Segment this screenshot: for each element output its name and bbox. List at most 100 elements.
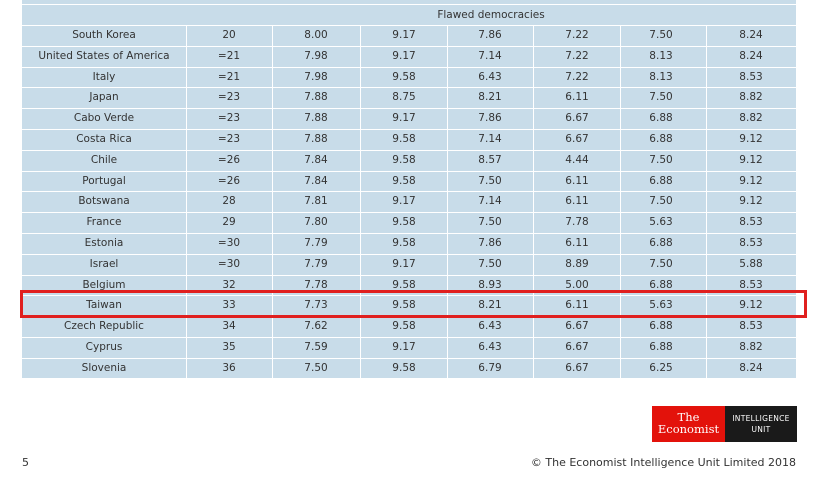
country-name: Belgium <box>82 278 126 291</box>
table-cell: 7.14 <box>478 195 502 208</box>
country-name: United States of America <box>38 49 170 62</box>
logo-eiu: INTELLIGENCE UNIT <box>725 406 797 442</box>
table-cell: 6.67 <box>565 341 589 353</box>
table-cell: 8.24 <box>739 29 763 41</box>
table-cell: 9.58 <box>392 237 416 249</box>
table-cell: 8.53 <box>739 278 763 291</box>
table-cell: 7.14 <box>478 49 502 62</box>
table-cell: 6.67 <box>565 320 589 333</box>
table-cell: 9.12 <box>739 133 763 145</box>
country-name: South Korea <box>72 29 136 41</box>
row-divider <box>22 253 796 255</box>
table-cell: 8.82 <box>739 341 763 353</box>
country-name: Slovenia <box>81 361 127 374</box>
table-cell: 9.12 <box>739 195 763 208</box>
table-cell: 6.67 <box>565 361 589 374</box>
table-cell: 7.22 <box>565 49 589 62</box>
table-cell: 7.50 <box>649 91 673 104</box>
table-cell: 7.86 <box>478 112 502 125</box>
table-cell: 36 <box>222 361 236 374</box>
table-cell: 7.84 <box>304 174 328 187</box>
table-cell: 8.53 <box>739 70 763 83</box>
table: Flawed democracies South Korea 20 8.00 9.17… <box>22 0 796 379</box>
table-cell: 6.67 <box>565 112 589 125</box>
country-name: France <box>86 216 122 229</box>
table-cell: 5.63 <box>649 299 673 312</box>
table-cell: 9.58 <box>392 216 416 229</box>
table-cell: 8.00 <box>304 29 328 41</box>
table-cell: 7.50 <box>649 257 673 270</box>
table-cell: 6.11 <box>565 174 589 187</box>
country-name: Israel <box>89 257 119 270</box>
column-divider <box>447 25 448 379</box>
table-cell: 7.88 <box>304 112 328 125</box>
country-name: Italy <box>92 70 116 83</box>
logo-text: INTELLIGENCE <box>732 414 790 423</box>
table-cell: =26 <box>217 174 241 187</box>
logo-text: The <box>677 410 700 424</box>
table-cell: =26 <box>217 153 241 166</box>
row-divider <box>22 66 796 68</box>
table-cell: 7.50 <box>304 361 328 374</box>
table-cell: 9.17 <box>392 112 416 125</box>
table-cell: 6.43 <box>478 320 502 333</box>
table-cell: 7.50 <box>478 174 502 187</box>
country-name: Taiwan <box>86 299 122 312</box>
table-cell: 6.43 <box>478 70 502 83</box>
table-cell: 8.53 <box>739 320 763 333</box>
table-cell: 7.62 <box>304 320 328 333</box>
table-cell: 7.59 <box>304 341 328 353</box>
table-cell: 7.86 <box>478 29 502 41</box>
table-cell: =23 <box>217 91 241 104</box>
table-cell: 7.79 <box>304 237 328 249</box>
row-divider <box>22 129 796 130</box>
column-divider <box>272 25 273 379</box>
table-cell: 9.12 <box>739 174 763 187</box>
table-cell: 28 <box>222 195 236 208</box>
row-divider <box>22 45 796 47</box>
table-cell: =30 <box>217 257 241 270</box>
table-cell: 6.88 <box>649 174 673 187</box>
table-cell: 8.21 <box>478 299 502 312</box>
table-cell: 8.75 <box>392 91 416 104</box>
table-cell: 8.53 <box>739 237 763 249</box>
table-cell: 9.58 <box>392 174 416 187</box>
table-cell: 7.22 <box>565 29 589 41</box>
country-name: Cyprus <box>85 341 123 353</box>
table-cell: 6.88 <box>649 237 673 249</box>
country-name: Cabo Verde <box>73 112 135 125</box>
table-cell: 9.58 <box>392 153 416 166</box>
column-divider <box>186 25 187 379</box>
table-cell: 9.17 <box>392 195 416 208</box>
table-cell: 7.81 <box>304 195 328 208</box>
table-cell: 6.11 <box>565 237 589 249</box>
country-name: Costa Rica <box>76 133 132 145</box>
table-cell: 7.98 <box>304 49 328 62</box>
section-label: Flawed democracies <box>437 9 545 21</box>
table-cell: =30 <box>217 237 241 249</box>
table-cell: 7.78 <box>304 278 328 291</box>
table-cell: 8.57 <box>478 153 502 166</box>
table-cell: 7.22 <box>565 70 589 83</box>
table-cell: 7.78 <box>565 216 589 229</box>
row-divider <box>22 170 796 172</box>
table-cell: 34 <box>222 320 236 333</box>
logo-text: Economist <box>657 422 720 436</box>
row-divider <box>22 108 796 110</box>
table-cell: 6.88 <box>649 133 673 145</box>
row-divider <box>22 295 796 297</box>
table-cell: 7.50 <box>649 153 673 166</box>
table-cell: 6.43 <box>478 341 502 353</box>
column-divider <box>533 25 534 379</box>
country-name: Botswana <box>78 195 130 208</box>
row-divider <box>22 274 796 276</box>
table-cell: 7.80 <box>304 216 328 229</box>
table-cell: 6.11 <box>565 299 589 312</box>
column-divider <box>620 25 621 379</box>
table-cell: 6.25 <box>649 361 673 374</box>
table-cell: 9.17 <box>392 341 416 353</box>
table-cell: 8.89 <box>565 257 589 270</box>
highlight-box <box>20 290 807 318</box>
table-cell: 9.58 <box>392 361 416 374</box>
